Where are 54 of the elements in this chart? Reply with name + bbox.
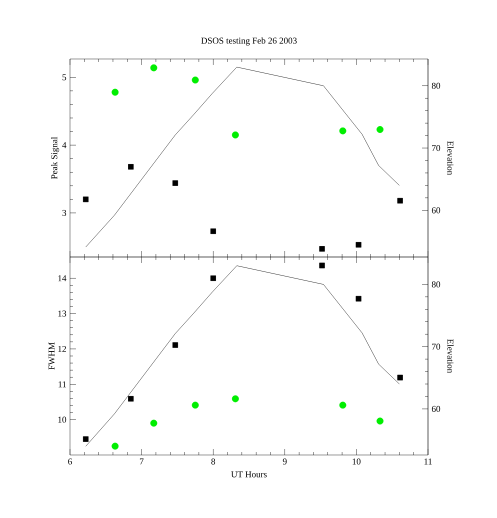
y-tick-label: 12: [58, 346, 66, 352]
point: [192, 76, 199, 84]
point: [397, 198, 403, 204]
point: [210, 228, 216, 234]
point: [319, 246, 325, 252]
x-tick-label: 6: [68, 458, 72, 465]
y2-axis-title: Elevation: [447, 141, 454, 176]
y2-tick-label: 80: [432, 281, 440, 288]
point: [356, 242, 362, 248]
x-tick-label: 10: [352, 458, 361, 465]
y-axis-title: FWHM: [48, 342, 55, 370]
x-tick-label: 8: [211, 458, 216, 465]
y-tick-label: 11: [58, 381, 66, 388]
x-tick-label: 9: [282, 458, 287, 465]
point: [172, 180, 178, 186]
point: [232, 131, 239, 138]
point: [82, 196, 89, 202]
point: [112, 442, 119, 450]
point: [376, 418, 384, 425]
point: [192, 402, 199, 409]
point: [112, 88, 119, 96]
y2-tick-label: 60: [432, 207, 440, 214]
point: [210, 275, 216, 282]
x-tick-label: 11: [424, 458, 432, 464]
y2-axis-title: Elevation: [447, 339, 454, 374]
point: [339, 402, 346, 409]
point: [172, 342, 178, 348]
point: [376, 126, 384, 134]
y-tick-label: 5: [62, 74, 66, 80]
x-axis-title: UT Hours: [231, 471, 267, 478]
y-tick-label: 10: [58, 416, 66, 423]
point: [82, 436, 89, 442]
line-series: [86, 66, 400, 248]
point: [232, 395, 239, 402]
chart-title: DSOS testing Feb 26 2003: [201, 37, 297, 46]
y-tick-label: 4: [62, 142, 66, 148]
point: [128, 396, 134, 402]
y2-tick-label: 80: [432, 82, 440, 89]
point: [128, 164, 134, 170]
x-tick-label: 7: [140, 458, 144, 464]
y-tick-label: 13: [58, 310, 66, 317]
y-axis-title: Peak Signal: [50, 136, 60, 180]
y-tick-label: 14: [58, 275, 66, 282]
line-series: [86, 266, 400, 446]
point: [150, 64, 158, 72]
point: [339, 127, 346, 134]
point: [397, 374, 403, 380]
point: [356, 296, 362, 302]
point: [150, 420, 158, 427]
y2-tick-label: 70: [432, 344, 440, 350]
y2-tick-label: 60: [432, 406, 440, 412]
point: [319, 262, 325, 268]
y2-tick-label: 70: [432, 145, 440, 152]
y-tick-label: 3: [62, 210, 66, 216]
